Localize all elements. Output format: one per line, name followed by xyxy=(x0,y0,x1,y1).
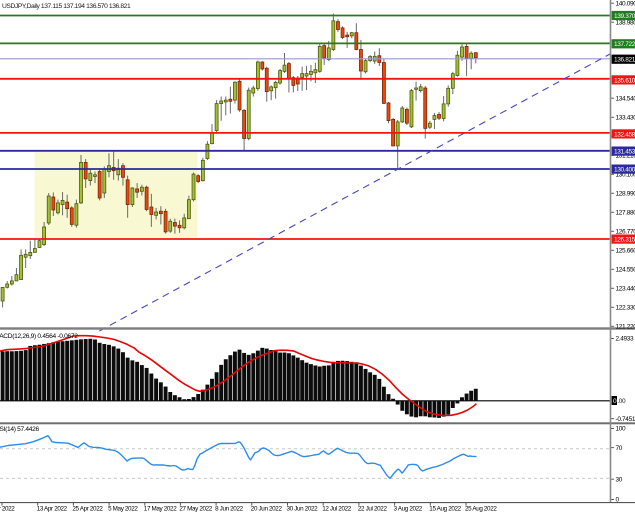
svg-text:15 Aug 2022: 15 Aug 2022 xyxy=(429,506,461,513)
svg-text:126.770: 126.770 xyxy=(616,229,635,236)
svg-text:131.210: 131.210 xyxy=(616,153,635,160)
svg-text:12 Jul 2022: 12 Jul 2022 xyxy=(322,506,352,513)
svg-text:3 Aug 2022: 3 Aug 2022 xyxy=(394,506,423,513)
svg-text:123.440: 123.440 xyxy=(616,286,635,293)
svg-text:27 May 2022: 27 May 2022 xyxy=(179,506,212,513)
svg-text:124.550: 124.550 xyxy=(616,267,635,274)
svg-text:138.980: 138.980 xyxy=(616,19,635,26)
svg-text:MACD(12,26,9) 0.4564 -0.0672: MACD(12,26,9) 0.4564 -0.0672 xyxy=(0,333,78,340)
svg-text:122.330: 122.330 xyxy=(616,305,635,312)
svg-text:130.100: 130.100 xyxy=(616,172,635,179)
svg-text:70: 70 xyxy=(616,445,623,452)
svg-text:1 Apr 2022: 1 Apr 2022 xyxy=(0,506,15,513)
svg-text:130.400: 130.400 xyxy=(614,167,635,174)
svg-text:140.090: 140.090 xyxy=(616,0,635,7)
svg-text:128.990: 128.990 xyxy=(616,191,635,198)
svg-text:121.220: 121.220 xyxy=(616,324,635,331)
svg-text:25 Aug 2022: 25 Aug 2022 xyxy=(465,506,497,513)
svg-text:136.821: 136.821 xyxy=(614,57,635,64)
svg-text:126.315: 126.315 xyxy=(614,237,635,244)
svg-text:125.660: 125.660 xyxy=(616,248,635,255)
svg-text:0: 0 xyxy=(613,398,617,405)
svg-text:2.4933: 2.4933 xyxy=(616,336,635,343)
svg-text:133.430: 133.430 xyxy=(616,115,635,122)
svg-text:8 Jun 2022: 8 Jun 2022 xyxy=(215,506,244,513)
svg-text:17 May 2022: 17 May 2022 xyxy=(144,506,177,513)
svg-text:USDJPY,Daily 137.115 137.194: USDJPY,Daily 137.115 137.194 136.570 136… xyxy=(2,3,131,10)
svg-text:13 Apr 2022: 13 Apr 2022 xyxy=(37,506,68,513)
svg-text:100: 100 xyxy=(616,426,627,433)
svg-text:22 Jul 2022: 22 Jul 2022 xyxy=(358,506,388,513)
svg-text:0: 0 xyxy=(616,497,620,504)
svg-text:5 May 2022: 5 May 2022 xyxy=(108,506,138,513)
svg-text:25 Apr 2022: 25 Apr 2022 xyxy=(72,506,103,513)
svg-text:30 Jun 2022: 30 Jun 2022 xyxy=(287,506,319,513)
svg-text:-0.7451: -0.7451 xyxy=(616,416,635,423)
svg-text:137.722: 137.722 xyxy=(614,41,635,48)
svg-text:127.880: 127.880 xyxy=(616,210,635,217)
svg-text:30: 30 xyxy=(616,476,623,483)
svg-text:134.540: 134.540 xyxy=(616,95,635,102)
svg-text:20 Jun 2022: 20 Jun 2022 xyxy=(251,506,283,513)
svg-text:135.610: 135.610 xyxy=(614,77,635,84)
svg-text:139.370: 139.370 xyxy=(614,13,635,20)
svg-text:RSI(14) 57.4426: RSI(14) 57.4426 xyxy=(0,426,40,433)
svg-text:132.458: 132.458 xyxy=(614,131,635,138)
svg-text:.00: .00 xyxy=(617,398,626,405)
svg-text:131.453: 131.453 xyxy=(614,149,635,156)
